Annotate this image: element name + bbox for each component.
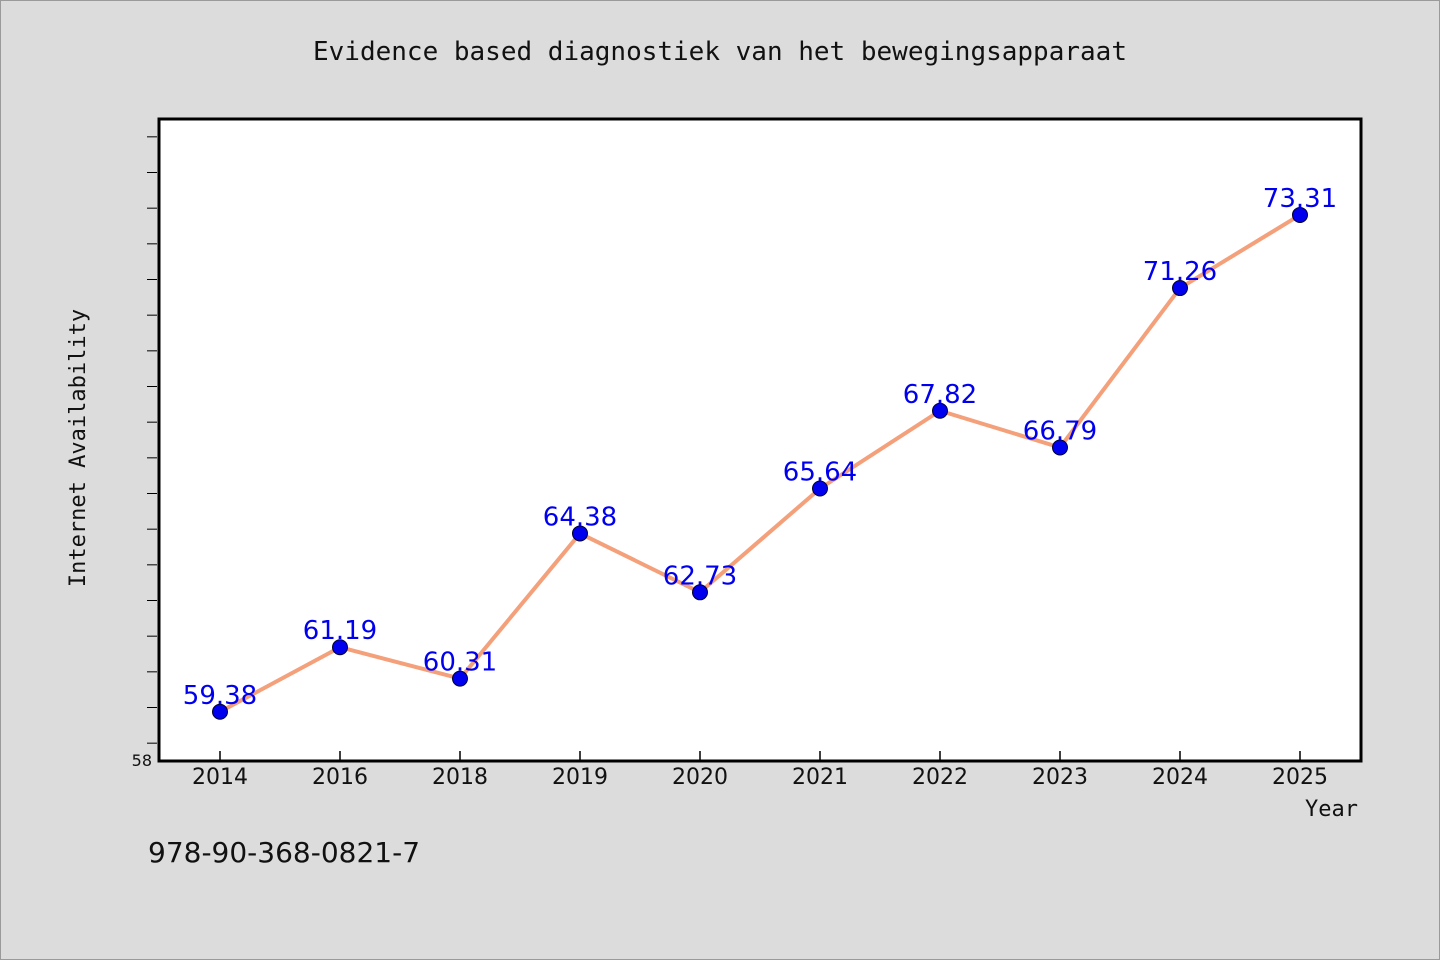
data-label: 71.26 [1143, 257, 1217, 287]
data-label: 65.64 [783, 458, 857, 488]
y-axis-ticks [147, 136, 157, 744]
data-label: 67.82 [903, 380, 977, 410]
x-tick-label: 2016 [312, 765, 368, 790]
x-tick-label: 2025 [1272, 765, 1328, 790]
x-tick-label: 2024 [1152, 765, 1208, 790]
x-tick-label: 2014 [192, 765, 248, 790]
plot-area [157, 117, 1363, 763]
data-point [932, 402, 948, 419]
series-line [219, 213, 1302, 714]
data-label: 73.31 [1263, 184, 1337, 214]
data-point [1052, 439, 1068, 456]
x-tick-label: 2021 [792, 765, 848, 790]
y-axis-min-label: 58 [132, 751, 152, 770]
data-label: 61.19 [303, 616, 377, 646]
x-tick-label: 2023 [1032, 765, 1088, 790]
x-axis-label: Year [1305, 797, 1358, 822]
data-label: 64.38 [543, 502, 617, 532]
data-point [212, 703, 228, 720]
y-axis-label: Internet Availability [66, 309, 91, 587]
data-label: 60.31 [423, 648, 497, 678]
data-label: 66.79 [1023, 416, 1097, 446]
data-point [1292, 206, 1308, 223]
data-point [332, 639, 348, 656]
series-internet-availability: 59.38 61.19 60.31 64.38 62.73 65.64 67.82 66.79… [183, 184, 1337, 720]
data-label: 59.38 [183, 681, 257, 711]
data-point [572, 525, 588, 542]
data-point [1172, 280, 1188, 297]
data-point [452, 670, 468, 687]
chart-title: Evidence based diagnostiek van het beweg… [313, 37, 1127, 67]
data-point [692, 584, 708, 601]
x-tick-label: 2020 [672, 765, 728, 790]
x-tick-label: 2019 [552, 765, 608, 790]
x-tick-label: 2022 [912, 765, 968, 790]
x-tick-label: 2018 [432, 765, 488, 790]
isbn-text: 978-90-368-0821-7 [148, 836, 420, 869]
x-axis-tick-labels: 2014 2016 2018 2019 2020 2021 2022 2023 2024 2025 [192, 765, 1328, 790]
x-axis-ticks [219, 751, 1301, 761]
data-label: 62.73 [663, 561, 737, 591]
data-point [812, 480, 828, 497]
